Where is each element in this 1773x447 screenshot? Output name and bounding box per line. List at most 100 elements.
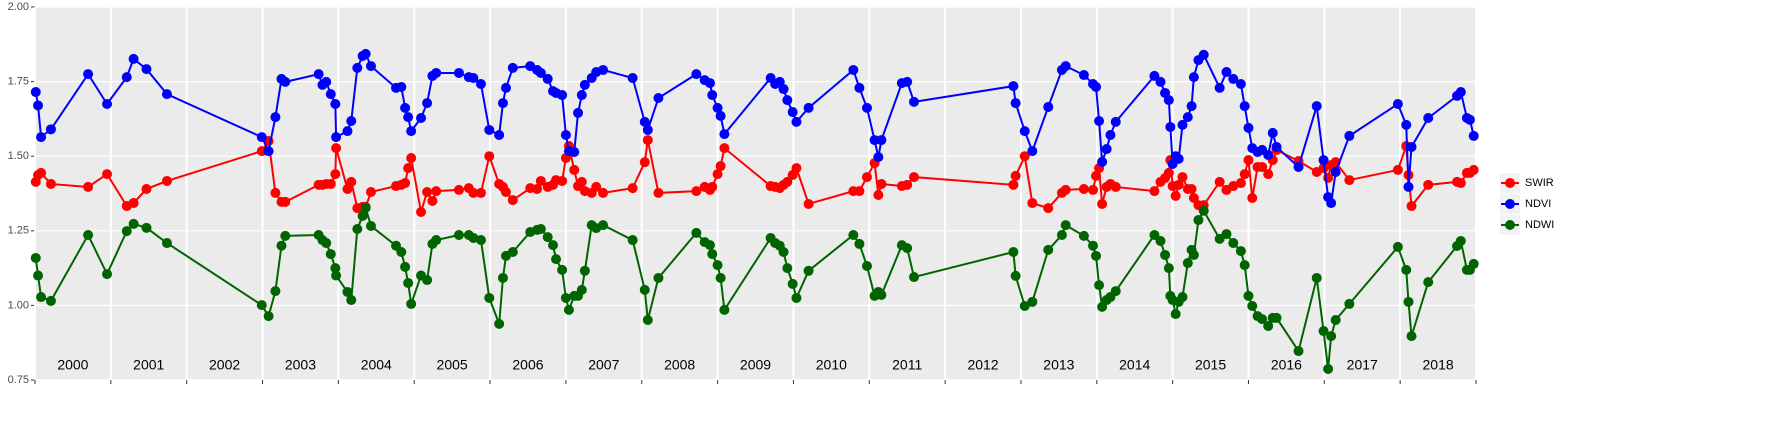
point (1214, 176, 1225, 187)
point (121, 226, 132, 237)
point (1257, 161, 1268, 172)
point (861, 102, 872, 113)
point (1423, 113, 1434, 124)
point (365, 221, 376, 232)
point (453, 67, 464, 78)
point (854, 238, 865, 249)
point (468, 73, 479, 84)
point (403, 112, 414, 123)
x-label: 2010 (816, 357, 847, 373)
point (639, 116, 650, 127)
point (128, 53, 139, 64)
point (431, 186, 442, 197)
point (1221, 229, 1232, 240)
legend-label: NDVI (1525, 198, 1551, 210)
point (1094, 115, 1105, 126)
point (1177, 172, 1188, 183)
point (1464, 114, 1475, 125)
point (1097, 156, 1108, 167)
point (1010, 170, 1021, 181)
point (598, 187, 609, 198)
point (1182, 112, 1193, 123)
point (691, 69, 702, 80)
point (1293, 346, 1304, 357)
point (1027, 146, 1038, 157)
point (321, 76, 332, 87)
x-label: 2003 (285, 357, 316, 373)
point (1235, 78, 1246, 89)
point (715, 161, 726, 172)
point (1010, 270, 1021, 281)
point (627, 73, 638, 84)
point (1177, 292, 1188, 303)
point (141, 64, 152, 75)
x-label: 2015 (1195, 357, 1226, 373)
x-label: 2017 (1347, 357, 1378, 373)
point (422, 275, 433, 286)
point (1163, 95, 1174, 106)
point (1403, 296, 1414, 307)
point (573, 107, 584, 118)
point (639, 157, 650, 168)
point (121, 72, 132, 83)
point (576, 176, 587, 187)
point (1027, 198, 1038, 209)
point (83, 181, 94, 192)
point (1293, 161, 1304, 172)
point (1406, 141, 1417, 152)
point (500, 187, 511, 198)
legend-label: NDWI (1525, 219, 1554, 231)
point (141, 222, 152, 233)
point (431, 235, 442, 246)
x-label: 2011 (892, 357, 922, 373)
point (861, 172, 872, 183)
point (406, 126, 417, 137)
point (453, 184, 464, 195)
point (803, 198, 814, 209)
point (1087, 240, 1098, 251)
x-label: 2016 (1271, 357, 1302, 373)
y-tick-label: 2.00 (8, 1, 29, 13)
point (542, 232, 553, 243)
point (576, 284, 587, 295)
point (1247, 300, 1258, 311)
point (653, 272, 664, 283)
point (535, 67, 546, 78)
point (712, 260, 723, 271)
point (627, 235, 638, 246)
legend-marker (1505, 178, 1515, 188)
point (403, 163, 414, 174)
point (1311, 101, 1322, 112)
point (497, 272, 508, 283)
point (1455, 178, 1466, 189)
point (1263, 169, 1274, 180)
point (256, 132, 267, 143)
point (803, 265, 814, 276)
point (1468, 164, 1479, 175)
point (1155, 235, 1166, 246)
point (569, 164, 580, 175)
point (497, 98, 508, 109)
point (1110, 116, 1121, 127)
x-label: 2001 (133, 357, 164, 373)
point (1043, 244, 1054, 255)
point (854, 186, 865, 197)
x-label: 2008 (664, 357, 695, 373)
point (352, 224, 363, 235)
point (161, 89, 172, 100)
point (30, 252, 41, 263)
point (876, 178, 887, 189)
point (551, 254, 562, 265)
x-label: 2018 (1423, 357, 1454, 373)
point (591, 181, 602, 192)
point (365, 187, 376, 198)
point (396, 81, 407, 92)
point (475, 187, 486, 198)
point (712, 169, 723, 180)
point (782, 263, 793, 274)
legend-label: SWIR (1525, 177, 1554, 189)
point (1247, 192, 1258, 203)
point (352, 62, 363, 73)
point (280, 230, 291, 241)
point (1186, 184, 1197, 195)
